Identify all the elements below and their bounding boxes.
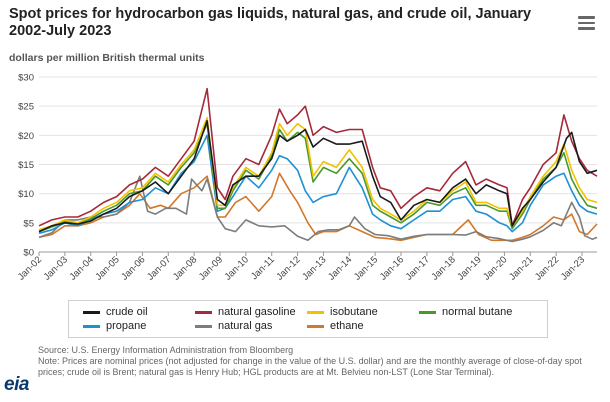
hamburger-menu-icon[interactable] xyxy=(578,16,595,30)
x-tick-label: Jan-08 xyxy=(171,254,199,282)
x-tick-label: Jan-22 xyxy=(533,254,561,282)
x-tick-label: Jan-05 xyxy=(93,254,121,282)
legend-label: ethane xyxy=(330,320,364,332)
x-tick-label: Jan-14 xyxy=(326,254,354,282)
legend-swatch xyxy=(83,324,100,328)
x-tick-label: Jan-20 xyxy=(481,254,509,282)
x-tick-label: Jan-03 xyxy=(42,254,70,282)
x-tick-label: Jan-02 xyxy=(16,254,44,282)
legend-label: normal butane xyxy=(442,306,513,318)
x-tick-label: Jan-16 xyxy=(378,254,406,282)
series-line-normal-butane xyxy=(38,122,598,233)
x-tick-label: Jan-21 xyxy=(507,254,535,282)
note-text: Note: Prices are nominal prices (not adj… xyxy=(38,356,582,377)
x-tick-label: Jan-10 xyxy=(223,254,251,282)
legend-item-natural-gasoline[interactable]: natural gasoline xyxy=(195,306,296,318)
x-tick-label: Jan-06 xyxy=(119,254,147,282)
y-tick-label: $25 xyxy=(18,102,34,113)
y-tick-label: $20 xyxy=(18,131,34,142)
legend-label: natural gas xyxy=(218,320,273,332)
x-tick-label: Jan-19 xyxy=(455,254,483,282)
legend-swatch xyxy=(419,310,436,314)
legend-item-propane[interactable]: propane xyxy=(83,320,146,332)
x-tick-label: Jan-12 xyxy=(274,254,302,282)
chart-legend: crude oil natural gasoline isobutane normal… xyxy=(68,300,548,338)
legend-label: natural gasoline xyxy=(218,306,296,318)
x-tick-label: Jan-15 xyxy=(352,254,380,282)
series-line-propane xyxy=(38,134,598,235)
series-line-natural-gas xyxy=(38,175,598,243)
legend-item-crude-oil[interactable]: crude oil xyxy=(83,306,148,318)
y-tick-label: $5 xyxy=(23,218,34,229)
legend-label: propane xyxy=(106,320,147,332)
legend-item-normal-butane[interactable]: normal butane xyxy=(419,306,512,318)
y-tick-label: $30 xyxy=(18,73,34,84)
x-tick-label: Jan-07 xyxy=(145,254,173,282)
eia-logo: eia xyxy=(4,374,29,395)
line-chart: $0$5$10$15$20$25$30 Jan-02Jan-03Jan-04Ja… xyxy=(16,73,598,283)
x-tick-label: Jan-09 xyxy=(197,254,225,282)
page-title: Spot prices for hydrocarbon gas liquids,… xyxy=(9,6,532,39)
series-line-crude-oil xyxy=(38,120,598,233)
legend-swatch xyxy=(307,310,324,314)
x-tick-label: Jan-11 xyxy=(249,254,277,282)
source-text: Source: U.S. Energy Information Administ… xyxy=(38,345,294,355)
x-tick-label: Jan-18 xyxy=(430,254,458,282)
y-tick-label: $15 xyxy=(18,160,34,171)
legend-item-natural-gas[interactable]: natural gas xyxy=(195,320,272,332)
legend-item-isobutane[interactable]: isobutane xyxy=(307,306,378,318)
series-line-natural-gasoline xyxy=(38,87,598,227)
x-tick-label: Jan-23 xyxy=(559,254,587,282)
y-axis-units-label: dollars per million British thermal unit… xyxy=(9,52,205,64)
legend-label: crude oil xyxy=(106,306,148,318)
legend-swatch xyxy=(307,324,324,328)
x-tick-label: Jan-17 xyxy=(404,254,432,282)
legend-swatch xyxy=(195,324,212,328)
x-tick-label: Jan-13 xyxy=(300,254,328,282)
x-tick-label: Jan-04 xyxy=(68,254,96,282)
legend-swatch xyxy=(195,310,212,314)
y-tick-label: $10 xyxy=(18,189,34,200)
legend-item-ethane[interactable]: ethane xyxy=(307,320,364,332)
legend-swatch xyxy=(83,310,100,314)
legend-label: isobutane xyxy=(330,306,378,318)
y-tick-label: $0 xyxy=(23,248,34,259)
